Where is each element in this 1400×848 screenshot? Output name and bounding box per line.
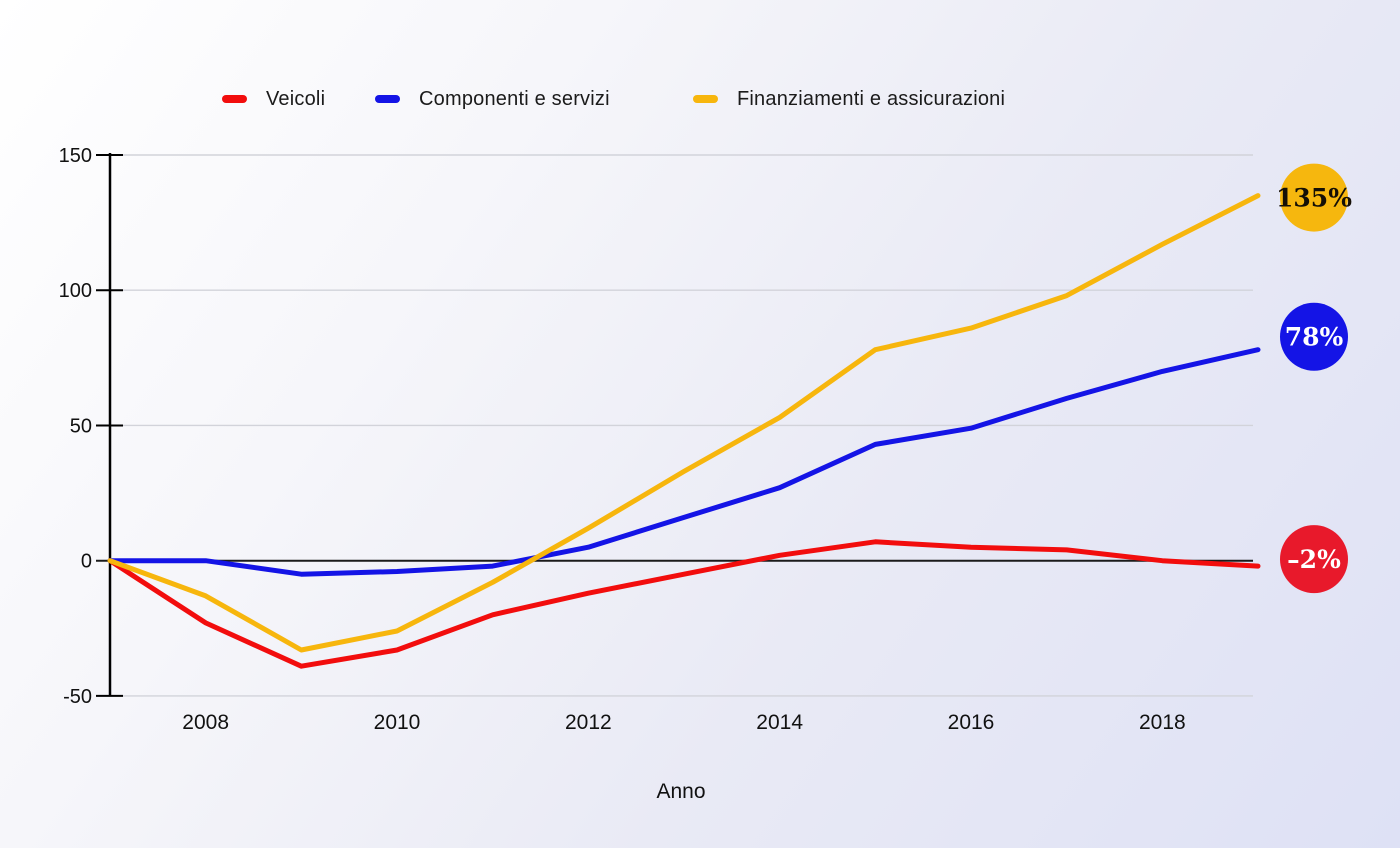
x-tick-label: 2014 [756,711,803,734]
series-line-veicoli [107,539,1261,669]
y-tick-label: 150 [59,145,92,167]
end-badge-componenti-e-servizi [1280,302,1348,371]
x-tick-label: 2010 [374,711,421,734]
x-axis-tick-labels: 2008 2010 2012 2014 2016 2018 [182,711,1185,734]
legend-swatch-finanziamenti-e-assicurazioni [693,95,718,103]
legend-swatch-componenti-e-servizi [375,95,400,103]
end-badge-label: –2% [1287,545,1341,574]
series-line-componenti-e-servizi [107,347,1261,577]
legend-label-veicoli: Veicoli [266,87,326,110]
y-tick-label: 0 [81,551,92,573]
x-tick-label: 2016 [948,711,995,734]
y-axis-ticks [96,153,123,697]
legend-label-finanziamenti-e-assicurazioni: Finanziamenti e assicurazioni [737,87,1006,110]
y-tick-label: -50 [63,686,92,708]
series-end-badges: –2% 78% 135% [1276,163,1352,594]
x-axis-title: Anno [656,780,706,803]
x-tick-label: 2018 [1139,711,1186,734]
y-tick-label: 100 [59,280,92,302]
legend-label-componenti-e-servizi: Componenti e servizi [419,87,610,110]
series-lines [107,193,1261,669]
x-tick-label: 2012 [565,711,612,734]
end-badge-label: 78% [1285,323,1344,352]
series-line-finanziamenti-e-assicurazioni [107,193,1261,653]
y-tick-label: 50 [70,415,92,437]
y-axis-tick-labels: 150 100 50 0 -50 [59,145,92,708]
x-tick-label: 2008 [182,711,229,734]
end-badge-finanziamenti-e-assicurazioni [1280,163,1348,232]
gridlines [96,154,1253,697]
legend-item-veicoli[interactable]: Veicoli [222,87,325,111]
end-badge-label: 135% [1276,184,1352,213]
legend-item-componenti-e-servizi[interactable]: Componenti e servizi [375,87,610,111]
legend-item-finanziamenti-e-assicurazioni[interactable]: Finanziamenti e assicurazioni [693,87,1005,111]
legend-swatch-veicoli [222,95,247,103]
end-badge-veicoli [1280,525,1348,594]
